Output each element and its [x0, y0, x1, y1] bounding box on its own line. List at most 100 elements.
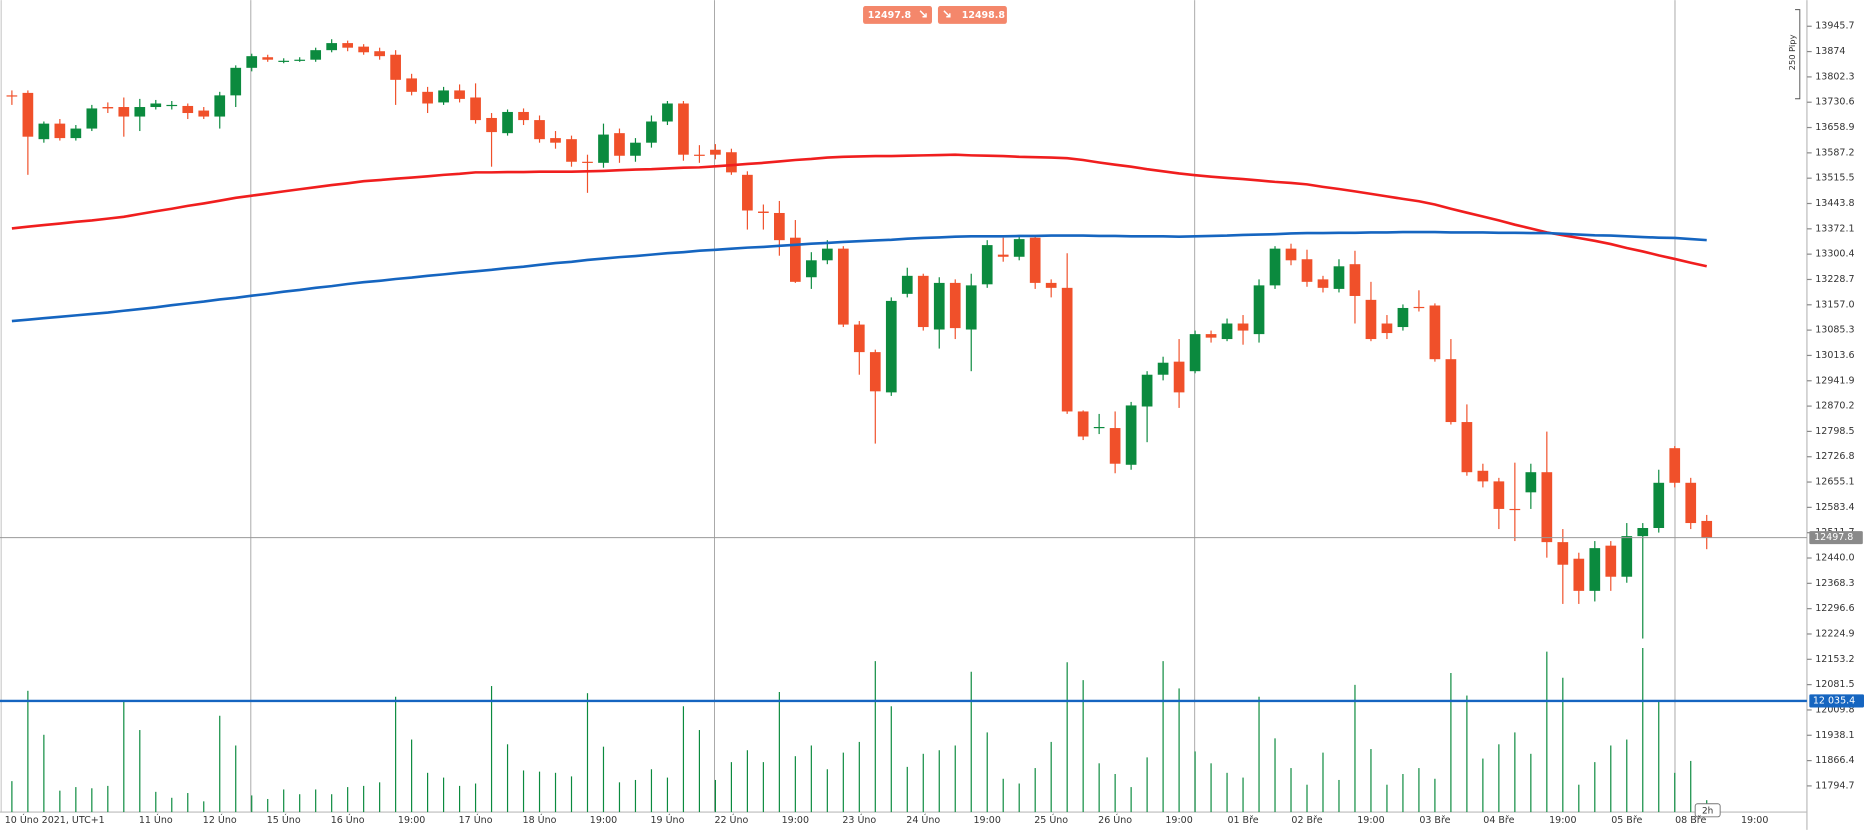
buy-button-bg[interactable]	[937, 6, 1007, 24]
x-tick-label: 19:00	[782, 815, 809, 826]
candle-body	[486, 117, 497, 133]
y-tick-label: 12798.5	[1815, 426, 1854, 437]
candle-body	[1541, 472, 1553, 543]
x-tick-label: 19:00	[1741, 815, 1768, 826]
candle-body	[1045, 282, 1057, 288]
candle-body	[1397, 307, 1409, 328]
candle-body	[790, 237, 801, 282]
candle-body	[598, 134, 609, 163]
y-tick-label: 11938.1	[1815, 730, 1854, 741]
x-tick-label: 15 Úno	[267, 814, 301, 826]
candle-body	[1061, 287, 1073, 412]
candle-body	[454, 90, 465, 99]
candle-body	[70, 128, 82, 139]
candle-body	[1461, 422, 1473, 473]
candle-body	[837, 248, 849, 325]
y-tick-label: 13157.0	[1815, 299, 1854, 310]
x-tick-label: 02 Bře	[1291, 815, 1322, 826]
y-tick-label: 12296.6	[1815, 603, 1854, 614]
timeframe-box[interactable]	[1694, 803, 1721, 818]
candle-body	[885, 300, 897, 393]
sell-button[interactable]: 12497.8	[863, 6, 932, 24]
x-tick-label: 19:00	[1549, 815, 1576, 826]
candle-body	[1141, 374, 1153, 407]
x-tick-label: 05 Bře	[1611, 815, 1642, 826]
candle-body	[54, 123, 66, 139]
candle-body	[358, 46, 369, 53]
candle-body	[22, 92, 34, 137]
candle-body	[230, 67, 242, 96]
y-tick-label: 12655.1	[1815, 477, 1854, 488]
candle-body	[1077, 411, 1089, 437]
candle-body	[614, 133, 625, 156]
candle-body	[646, 121, 657, 143]
candle-body	[374, 51, 385, 57]
candle-body	[502, 111, 513, 134]
y-tick-label: 13013.6	[1815, 350, 1854, 361]
candle-body	[406, 78, 417, 92]
y-tick-label: 13587.2	[1815, 147, 1854, 158]
x-tick-label: 04 Bře	[1483, 815, 1514, 826]
y-tick-label: 13085.3	[1815, 325, 1854, 336]
plot-area	[6, 39, 1713, 813]
candle-body	[342, 43, 354, 48]
y-tick-label: 13228.7	[1815, 274, 1854, 285]
candle-body	[1445, 359, 1457, 423]
candle-body	[1493, 481, 1505, 509]
candle-body	[390, 54, 401, 80]
candle-body	[1109, 428, 1121, 464]
candle-body	[1429, 305, 1441, 360]
candle-body	[1269, 248, 1281, 286]
timeframe[interactable]: 2h	[1702, 806, 1713, 816]
pip-bracket	[1795, 9, 1801, 100]
candle-body	[566, 139, 577, 162]
candle-body	[1669, 448, 1681, 483]
candle-body	[774, 212, 785, 241]
sell-button-bg[interactable]	[863, 6, 932, 24]
candle-body	[1477, 470, 1489, 482]
x-tick-label: 11 Úno	[139, 814, 173, 826]
candle-body	[1013, 239, 1025, 257]
candle-body	[294, 59, 306, 61]
buy-price[interactable]: 12498.8	[962, 10, 1006, 21]
candle-body	[1333, 266, 1345, 289]
moving-average	[11, 153, 1708, 268]
candle-body	[1701, 520, 1713, 538]
x-tick-label: 18 Úno	[523, 814, 557, 826]
candle-body	[1349, 264, 1361, 296]
x-tick-label: 19:00	[1357, 815, 1384, 826]
candle-body	[1573, 558, 1585, 591]
candle-body	[981, 245, 993, 285]
x-tick-label: 08 Bře	[1675, 815, 1706, 826]
candle-body	[150, 103, 162, 108]
candle-body	[118, 107, 130, 117]
candle-body	[1317, 279, 1329, 288]
candle-body	[246, 56, 258, 68]
candle-body	[550, 138, 561, 143]
sell-price[interactable]: 12497.8	[868, 10, 912, 21]
y-tick-label: 13300.4	[1815, 249, 1854, 260]
candle-body	[518, 111, 529, 121]
candle-body	[821, 248, 833, 261]
y-tick-label: 12440.0	[1815, 553, 1854, 564]
y-tick-label: 11866.4	[1815, 755, 1854, 766]
candle-body	[1685, 482, 1697, 524]
x-tick-label: 22 Úno	[714, 814, 748, 826]
candle-body	[901, 275, 913, 294]
candle-body	[1365, 299, 1377, 340]
candle-body	[710, 149, 721, 155]
candle-body	[933, 282, 945, 330]
buy-button[interactable]: 12498.8	[937, 6, 1007, 24]
x-tick-label: 10 Úno 2021, UTC+1	[5, 814, 105, 826]
y-tick-label: 12726.8	[1815, 451, 1854, 462]
candle-body	[582, 161, 593, 163]
x-tick-label: 17 Úno	[459, 814, 493, 826]
candle-body	[1029, 237, 1041, 283]
candle-body	[805, 260, 817, 278]
candle-body	[965, 285, 977, 330]
candle-body	[917, 275, 929, 328]
y-tick-label: 11794.7	[1815, 780, 1854, 791]
candle-body	[262, 57, 274, 60]
y-tick-label: 12224.9	[1815, 628, 1854, 639]
x-tick-label: 19:00	[974, 815, 1001, 826]
